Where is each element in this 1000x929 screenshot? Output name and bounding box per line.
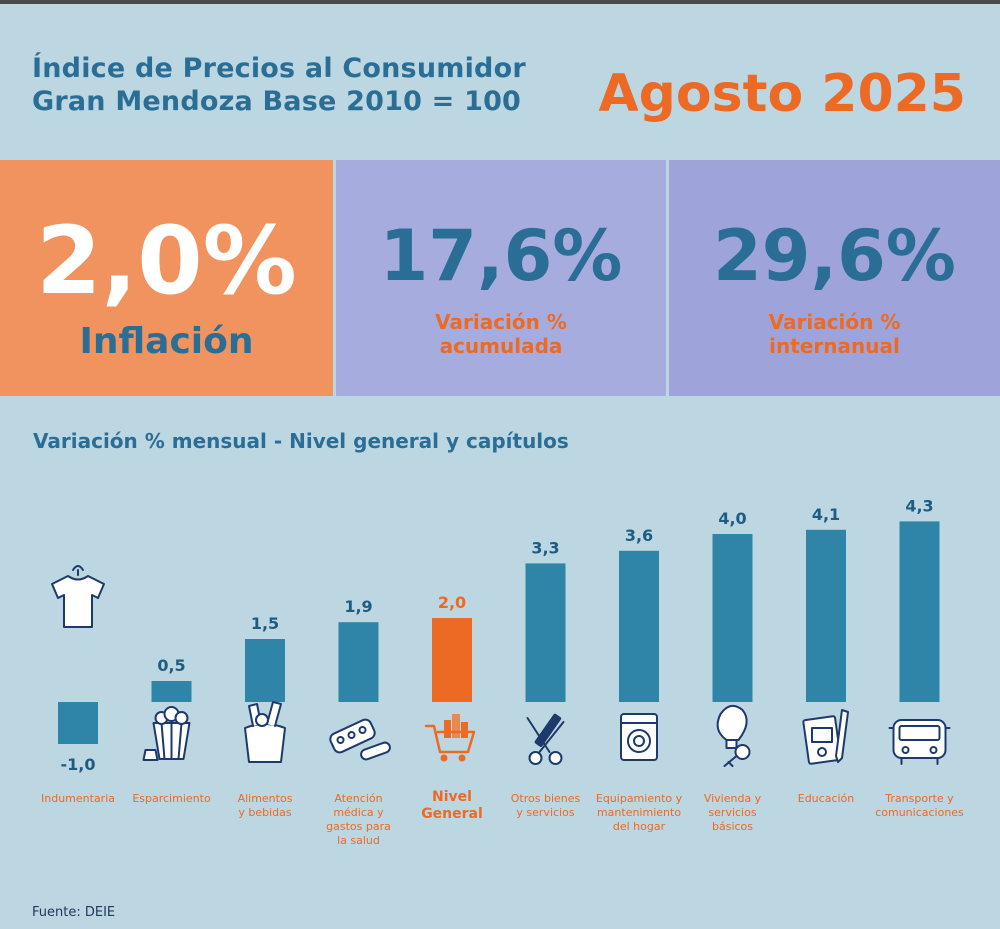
bulb-key-icon [716, 704, 751, 767]
bar-3 [338, 622, 379, 702]
category-label-4: Nivel General [421, 789, 483, 822]
category-label-1: Esparcimiento [132, 792, 211, 805]
value-label-8: 4,1 [812, 505, 840, 524]
value-label-3: 1,9 [344, 597, 372, 616]
category-label-0: Indumentaria [41, 792, 115, 805]
category-label-6: Equipamiento y mantenimiento del hogar [596, 792, 683, 833]
value-label-2: 1,5 [251, 614, 279, 633]
popcorn-icon [142, 706, 191, 761]
bar-4 [432, 618, 472, 702]
source-note: Fuente: DEIE [32, 905, 116, 920]
value-label-9: 4,3 [905, 496, 933, 515]
bar-9 [899, 521, 940, 702]
bar-8 [806, 529, 846, 702]
bar-1 [151, 681, 192, 702]
notebook-pencil-icon [802, 709, 849, 765]
value-label-5: 3,3 [531, 538, 559, 557]
kpi-inflation-panel: 2,0% Inflación [0, 160, 333, 396]
kpi-accumulated-label: Variación % acumulada [336, 310, 666, 358]
kpi-interannual-label-line-1: Variación % [768, 310, 901, 334]
kpi-interannual-label: Variación % internanual [669, 310, 1000, 358]
bus-icon [888, 719, 951, 765]
bar-6 [619, 550, 659, 702]
scissors-comb-icon [526, 713, 565, 765]
bar-0 [58, 702, 98, 744]
value-label-7: 4,0 [718, 509, 746, 528]
tshirt-icon [51, 565, 105, 628]
value-label-1: 0,5 [157, 656, 185, 675]
washing-machine-icon [620, 713, 658, 761]
shopping-cart-icon [424, 714, 476, 762]
bar-2 [245, 639, 285, 702]
title-line-2: Gran Mendoza Base 2010 = 100 [32, 86, 522, 117]
kpi-interannual-label-line-2: internanual [769, 334, 900, 358]
page-title: Índice de Precios al Consumidor Gran Men… [32, 52, 526, 118]
kpi-inflation-value: 2,0% [36, 207, 297, 316]
bar-5 [525, 563, 566, 702]
category-label-2: Alimentos y bebidas [238, 792, 293, 819]
bar-chart: -1,0 Indumentaria 0,5 Esparcimiento 1,5 Alime… [41, 496, 964, 847]
kpi-accumulated-panel: 17,6% Variación % acumulada [336, 160, 666, 396]
pills-icon [329, 718, 391, 761]
kpi-accumulated-value: 17,6% [379, 215, 623, 297]
chart-title: Variación % mensual - Nivel general y ca… [33, 429, 569, 453]
period-label: Agosto 2025 [598, 64, 966, 124]
grocery-bag-icon [244, 701, 286, 763]
value-label-0: -1,0 [61, 755, 96, 774]
category-label-8: Educación [798, 792, 855, 805]
top-border [0, 0, 1000, 4]
bar-7 [712, 534, 753, 702]
category-label-9: Transporte y comunicaciones [875, 792, 964, 819]
category-label-7: Vivienda y servicios básicos [704, 792, 762, 833]
kpi-accumulated-label-line-2: acumulada [439, 334, 563, 358]
kpi-interannual-panel: 29,6% Variación % internanual [669, 160, 1000, 396]
kpi-accumulated-label-line-1: Variación % [435, 310, 567, 334]
category-label-5: Otros bienes y servicios [511, 792, 581, 819]
kpi-inflation-label: Inflación [79, 321, 254, 362]
value-label-6: 3,6 [625, 526, 653, 545]
title-line-1: Índice de Precios al Consumidor [32, 53, 526, 84]
kpi-interannual-value: 29,6% [713, 215, 956, 297]
value-label-4: 2,0 [438, 593, 466, 612]
category-label-3: Atención médica y gastos para la salud [326, 792, 391, 847]
